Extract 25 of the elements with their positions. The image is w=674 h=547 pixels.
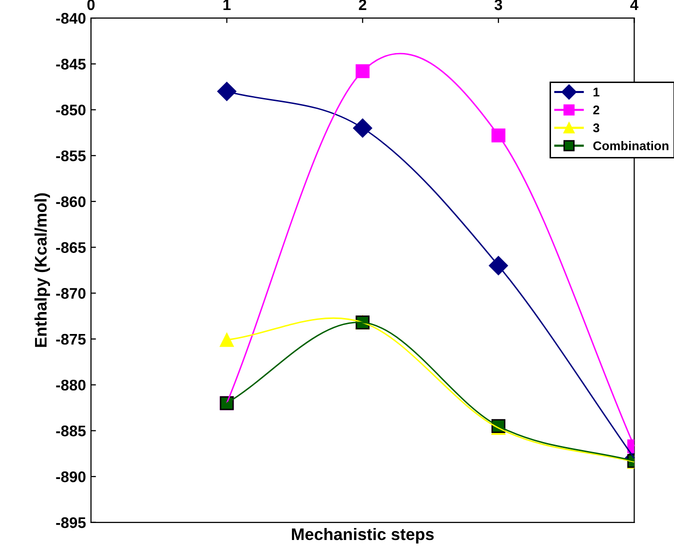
y-tick-label: -850 — [56, 104, 86, 116]
y-tick-label: -845 — [56, 58, 86, 70]
y-tick-label: -890 — [56, 471, 86, 482]
y-tick-label: -870 — [56, 288, 86, 299]
x-tick-label: 4 — [630, 0, 638, 10]
y-tick-label: -840 — [56, 12, 86, 24]
x-axis-title: Mechanistic steps — [292, 528, 434, 544]
y-tick-label: -860 — [56, 196, 86, 208]
x-tick-label: 1 — [224, 0, 231, 10]
legend-label: 2 — [593, 106, 600, 114]
point — [491, 128, 506, 142]
legend-label: Combination — [593, 141, 668, 150]
y-tick-label: -865 — [56, 242, 86, 253]
y-axis-title: Enthalpy (Kcal/mol) — [34, 193, 50, 347]
legend-label: 1 — [594, 88, 600, 96]
point — [353, 118, 372, 138]
y-tick-label: -880 — [56, 380, 86, 391]
y-tick-label: -875 — [56, 334, 86, 345]
y-tick-label: -895 — [56, 517, 86, 528]
legend-label: 3 — [593, 123, 600, 132]
point — [488, 256, 508, 276]
y-tick-label: -855 — [56, 150, 86, 162]
y-tick-label: -885 — [56, 426, 86, 436]
point — [220, 332, 234, 347]
point — [217, 82, 236, 101]
